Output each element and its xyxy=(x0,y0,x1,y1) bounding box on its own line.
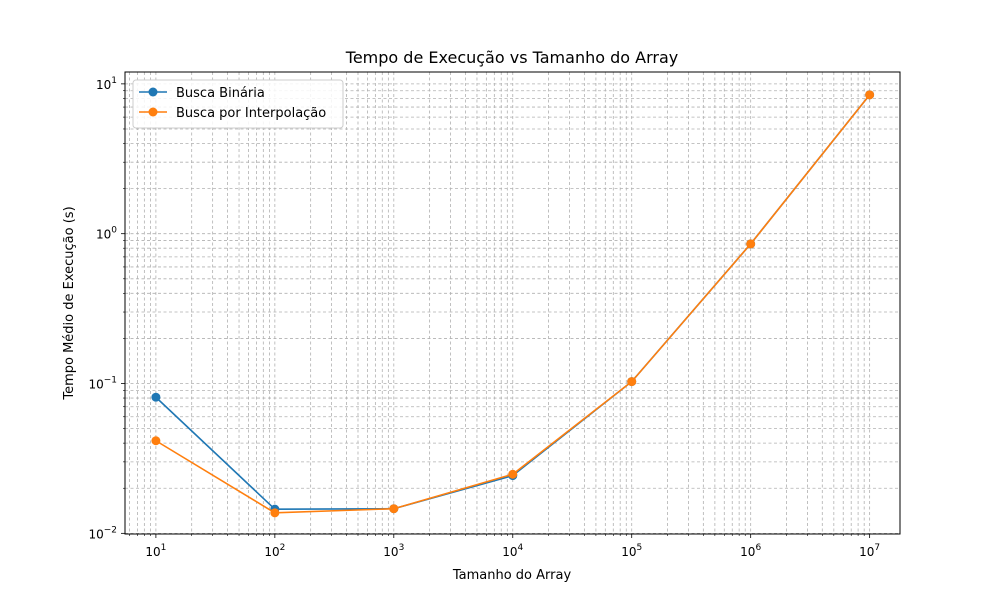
chart-title: Tempo de Execução vs Tamanho do Array xyxy=(345,48,678,67)
legend-label: Busca Binária xyxy=(176,86,265,101)
tick-base: 10 xyxy=(88,378,103,392)
tick-base: 10 xyxy=(264,545,279,559)
tick-base: 10 xyxy=(96,228,111,242)
x-tick-label: 105 xyxy=(621,543,642,559)
y-tick-label: 100 xyxy=(96,226,117,242)
legend-marker xyxy=(148,107,158,117)
tick-exponent: −1 xyxy=(104,376,117,386)
tick-base: 10 xyxy=(502,545,517,559)
tick-exponent: −2 xyxy=(104,525,117,535)
data-point xyxy=(389,504,399,514)
legend-box xyxy=(132,79,344,129)
tick-exponent: 5 xyxy=(636,543,642,553)
y-tick-label: 10−1 xyxy=(88,376,117,392)
x-tick-label: 102 xyxy=(264,543,285,559)
y-axis-label: Tempo Médio de Execução (s) xyxy=(62,206,77,400)
series-2 xyxy=(151,90,875,518)
x-tick-label: 101 xyxy=(145,543,166,559)
tick-base: 10 xyxy=(96,78,111,92)
x-axis: 101 102 103 104 105 106 107 xyxy=(129,534,880,559)
data-point xyxy=(746,239,756,249)
y-tick-label: 10−2 xyxy=(88,525,117,541)
legend-label: Busca por Interpolação xyxy=(176,106,326,121)
grid xyxy=(125,72,900,534)
x-tick-label: 107 xyxy=(859,543,880,559)
tick-exponent: 4 xyxy=(518,543,524,553)
tick-exponent: 1 xyxy=(111,76,117,86)
data-point xyxy=(151,436,161,446)
legend-item: Busca por Interpolação xyxy=(139,106,326,121)
tick-base: 10 xyxy=(740,545,755,559)
tick-base: 10 xyxy=(88,527,103,541)
data-point xyxy=(865,90,875,100)
series-1 xyxy=(151,90,875,514)
tick-base: 10 xyxy=(145,545,160,559)
series-layer xyxy=(151,90,875,518)
data-point xyxy=(627,377,637,387)
x-tick-label: 104 xyxy=(502,543,523,559)
tick-exponent: 1 xyxy=(161,543,167,553)
x-axis-label: Tamanho do Array xyxy=(452,568,572,583)
legend-marker xyxy=(148,87,158,97)
x-tick-label: 103 xyxy=(383,543,404,559)
legend-item: Busca Binária xyxy=(139,86,265,101)
x-tick-label: 106 xyxy=(740,543,761,559)
data-point xyxy=(270,508,280,518)
tick-base: 10 xyxy=(621,545,636,559)
tick-exponent: 2 xyxy=(280,543,286,553)
data-point xyxy=(508,469,518,479)
legend: Busca Binária Busca por Interpolação xyxy=(132,79,344,129)
tick-exponent: 6 xyxy=(755,543,761,553)
tick-exponent: 0 xyxy=(111,226,117,236)
y-tick-label: 101 xyxy=(96,76,117,92)
tick-exponent: 7 xyxy=(874,543,880,553)
tick-base: 10 xyxy=(383,545,398,559)
tick-exponent: 3 xyxy=(399,543,405,553)
tick-base: 10 xyxy=(859,545,874,559)
data-point xyxy=(151,392,161,402)
